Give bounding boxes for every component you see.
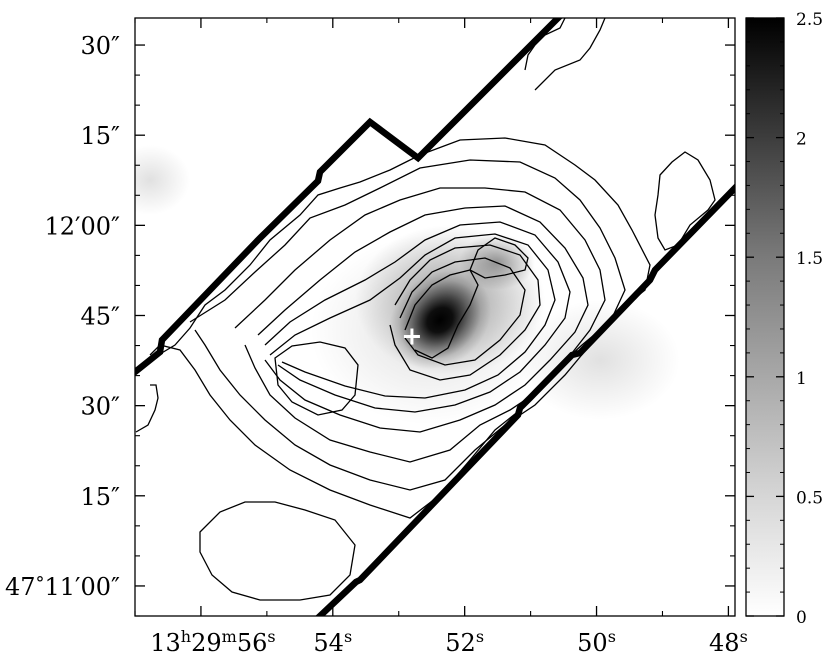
contour: [469, 237, 529, 279]
contour: [399, 257, 526, 366]
y-tick-label: 30″: [80, 393, 120, 421]
contours: [135, 18, 716, 601]
colorbar-tick-label: 0: [796, 608, 807, 628]
colorbar-tick-label: 1.5: [796, 249, 823, 269]
contour: [135, 384, 159, 433]
x-tick-label: 52s: [445, 627, 484, 657]
colorbar-tick-label: 1: [796, 369, 807, 389]
y-tick-label: 30″: [80, 32, 120, 60]
y-axis: 30″ 15″ 12′00″ 45″ 30″ 15″ 47°11′00″: [5, 32, 735, 617]
y-tick-label: 47°11′00″: [5, 573, 120, 601]
contour: [135, 137, 651, 519]
footprint-upper-edge: [135, 18, 563, 377]
contour: [264, 221, 571, 413]
contour: [389, 244, 541, 381]
plot-frame: [134, 17, 736, 617]
x-tick-label: 13h29m56s: [150, 627, 275, 657]
colorbar-axis: 2.5 2 1.5 1 0.5 0: [746, 10, 823, 628]
contour: [274, 341, 359, 416]
contour: [199, 501, 356, 601]
colorbar-tick-label: 0.5: [796, 488, 823, 508]
contour: [234, 187, 606, 463]
y-tick-label: 45″: [80, 302, 120, 330]
colorbar-gradient: [745, 17, 785, 617]
colorbar-tick-label: 2.5: [796, 10, 823, 30]
x-tick-label: 50s: [577, 627, 616, 657]
x-tick-label: 54s: [313, 627, 352, 657]
x-axis: 13h29m56s 54s 52s 50s 48s: [134, 18, 748, 657]
footprint: [135, 18, 735, 616]
footprint-lower-edge: [315, 183, 735, 616]
contour: [257, 205, 589, 433]
x-tick-label: 48s: [709, 627, 748, 657]
colorbar: 2.5 2 1.5 1 0.5 0: [745, 10, 823, 628]
contour: [654, 151, 716, 251]
contour: [534, 18, 606, 91]
contour: [404, 269, 479, 359]
y-tick-label: 12′00″: [44, 212, 120, 240]
contour: [269, 233, 556, 399]
y-tick-label: 15″: [80, 122, 120, 150]
y-tick-label: 15″: [80, 483, 120, 511]
source-marker: [403, 328, 420, 345]
colorbar-tick-label: 2: [796, 130, 807, 150]
